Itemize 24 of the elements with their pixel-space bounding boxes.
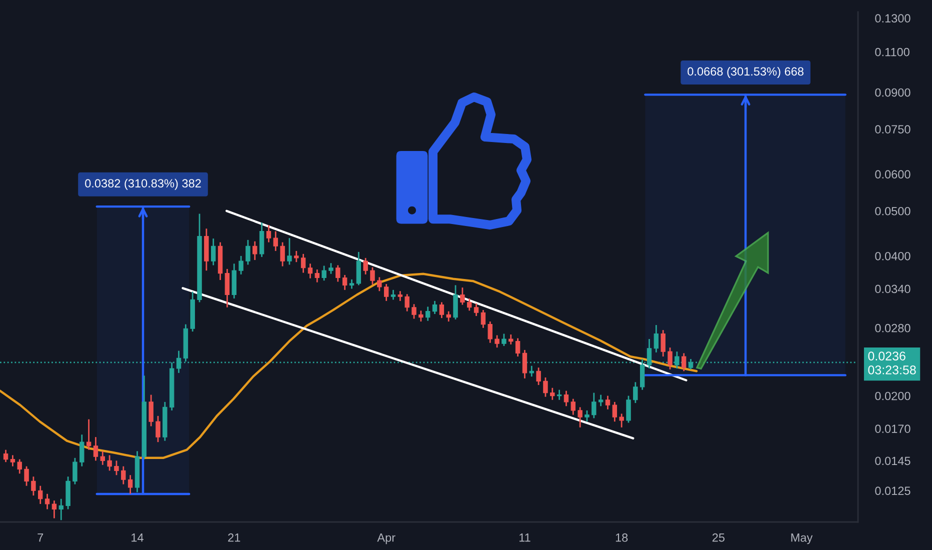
y-tick-label: 0.0400 bbox=[875, 252, 910, 260]
x-tick-label: 21 bbox=[228, 533, 240, 542]
x-tick-label: Apr bbox=[377, 534, 396, 544]
x-tick-label: 14 bbox=[132, 534, 144, 542]
y-tick-label: 0.1100 bbox=[875, 48, 910, 56]
y-tick-label: 0.0280 bbox=[875, 324, 910, 332]
annotation: 0.0382 (310.83%) 382 bbox=[85, 178, 201, 190]
x-tick-label: 11 bbox=[519, 534, 530, 542]
y-tick-label: 0.1300 bbox=[875, 14, 910, 23]
y-tick-label: 0.0145 bbox=[875, 456, 910, 466]
x-tick-label: May bbox=[791, 534, 813, 544]
y-tick-label: 0.0600 bbox=[875, 170, 910, 179]
annotation: 0.0668 (301.53%) 668 bbox=[688, 66, 804, 78]
x-tick-label: 25 bbox=[712, 533, 725, 542]
y-tick-label: 0.0125 bbox=[875, 486, 910, 496]
y-tick-label: 0.0900 bbox=[875, 88, 910, 97]
x-tick-label: 7 bbox=[38, 534, 44, 542]
x-tick-label: 18 bbox=[616, 533, 628, 542]
y-tick-label: 0.0200 bbox=[875, 392, 910, 400]
y-tick-label: 0.0340 bbox=[875, 284, 910, 294]
y-tick-label: 0.0750 bbox=[875, 125, 910, 134]
ref-line-label: 0.0236 03:23:58 bbox=[868, 352, 916, 374]
y-tick-label: 0.0170 bbox=[875, 424, 910, 433]
y-tick-label: 0.0500 bbox=[875, 206, 910, 216]
